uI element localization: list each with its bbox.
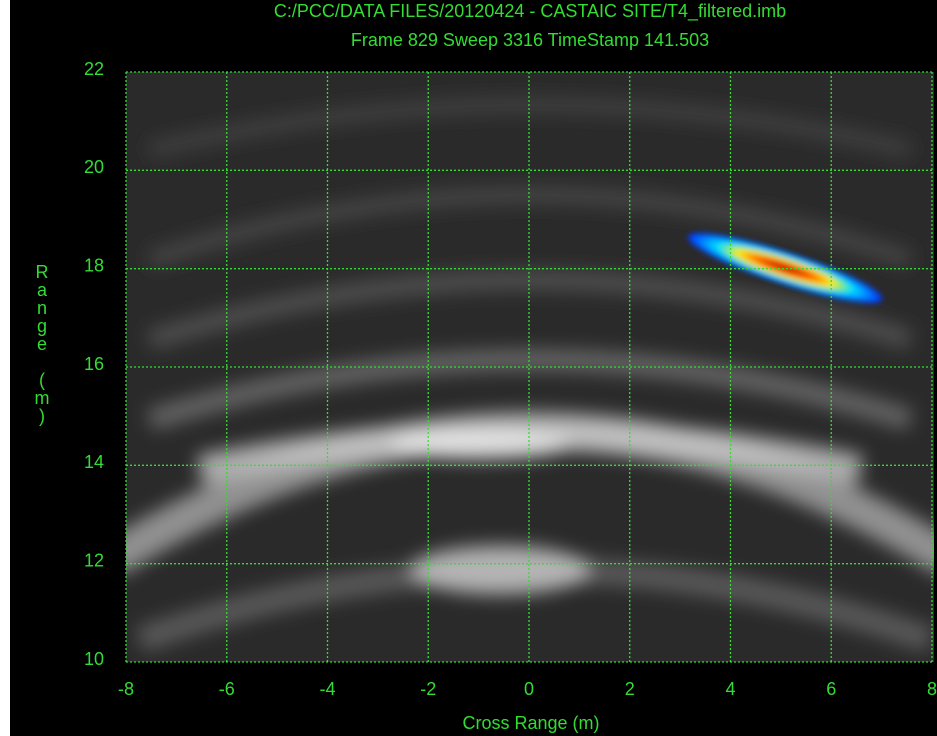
y-tick-label: 14	[84, 452, 104, 472]
x-tick-label: -6	[219, 679, 235, 699]
x-tick-label: 6	[826, 679, 836, 699]
chart-title: C:/PCC/DATA FILES/20120424 - CASTAIC SIT…	[274, 1, 786, 22]
chart-subtitle: Frame 829 Sweep 3316 TimeStamp 141.503	[351, 30, 709, 50]
x-tick-label: -2	[420, 679, 436, 699]
x-axis-label: Cross Range (m)	[462, 713, 599, 733]
chart: C:/PCC/DATA FILES/20120424 - CASTAIC SIT…	[0, 0, 937, 736]
y-tick-label: 20	[84, 157, 104, 177]
y-tick-label: 18	[84, 255, 104, 275]
x-tick-label: 0	[524, 679, 534, 699]
x-tick-label: -8	[118, 679, 134, 699]
left-edge	[0, 0, 10, 736]
y-tick-label: 22	[84, 59, 104, 79]
y-axis-label: Range (m)	[32, 262, 52, 424]
x-tick-label: 2	[625, 679, 635, 699]
page: C:/PCC/DATA FILES/20120424 - CASTAIC SIT…	[0, 0, 937, 736]
y-tick-label: 10	[84, 649, 104, 669]
x-tick-label: 8	[927, 679, 937, 699]
x-tick-label: -4	[319, 679, 335, 699]
x-tick-label: 4	[725, 679, 735, 699]
y-tick-label: 12	[84, 550, 104, 570]
y-tick-label: 16	[84, 354, 104, 374]
